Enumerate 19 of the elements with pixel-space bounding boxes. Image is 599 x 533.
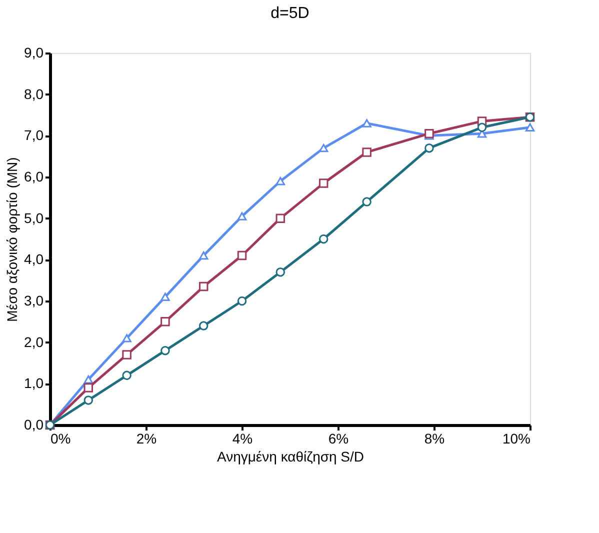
y-tick-label: 8,0: [24, 86, 44, 102]
y-tick-label: 9,0: [24, 44, 44, 60]
y-tick-label: 0,0: [24, 416, 44, 432]
y-tick-label: 7,0: [24, 127, 44, 144]
y-tick-label: 5,0: [24, 210, 44, 226]
x-tick-label: 4%: [232, 430, 253, 446]
x-tick-label: 10%: [502, 430, 530, 446]
y-tick-label: 1,0: [24, 375, 44, 392]
chart-title: d=5D: [270, 5, 310, 22]
y-tick-label: 6,0: [24, 168, 44, 184]
x-axis-title: Ανηγμένη καθίζηση S/D: [216, 448, 364, 464]
y-tick-label: 4,0: [24, 251, 44, 268]
y-axis-title: Μέσο αξονικό φορτίο (MN): [4, 157, 20, 322]
x-tick-label: 2%: [136, 430, 157, 446]
y-tick-label: 3,0: [24, 292, 44, 308]
y-tick-label: 2,0: [24, 334, 44, 350]
x-tick-label: 8%: [424, 430, 445, 446]
x-tick-label: 0%: [50, 430, 71, 446]
x-tick-label: 6%: [328, 430, 349, 446]
